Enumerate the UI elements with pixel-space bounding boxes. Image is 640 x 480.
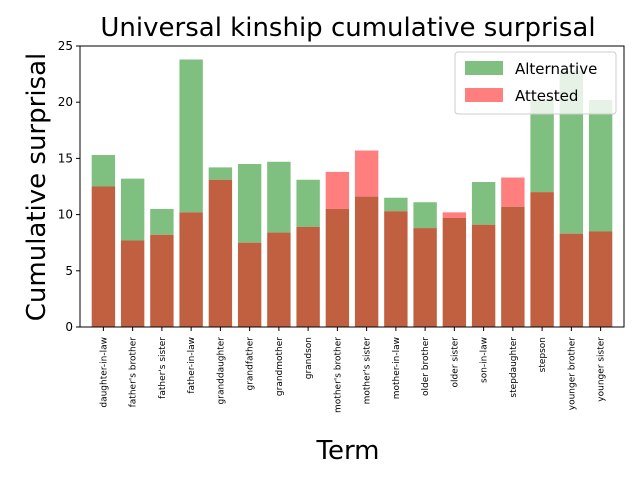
bar-overlap-grandmother (267, 232, 291, 327)
x-axis: daughter-in-law father's brother father's … (99, 327, 607, 413)
bar-alternative-grandfather (237, 164, 262, 243)
legend-swatch-alternative (465, 61, 503, 75)
x-tick-label: mother-in-law (392, 337, 402, 399)
y-tick-label: 20 (58, 95, 73, 109)
bar-overlap-father-s-brother (120, 240, 145, 327)
bar-alternative-older-brother (413, 202, 437, 229)
bar-alternative-father-s-brother (120, 178, 145, 241)
x-tick-label: father's sister (158, 337, 168, 399)
bar-alternative-mother-in-law (384, 197, 408, 212)
x-axis-label: Term (315, 436, 379, 466)
bar-attested-stepdaughter (501, 177, 525, 207)
x-tick-label: stepdaughter (509, 337, 519, 398)
bar-overlap-father-in-law (179, 212, 203, 327)
x-tick-label: grandmother (275, 337, 285, 396)
x-tick-label: mother's sister (363, 337, 373, 405)
bar-attested-mother-s-brother (325, 171, 350, 209)
x-tick-label: father-in-law (187, 337, 197, 394)
legend-swatch-attested (465, 88, 503, 102)
x-tick-label: grandfather (246, 337, 256, 391)
bar-overlap-mother-s-brother (325, 208, 350, 327)
bar-alternative-younger-sister (588, 99, 613, 232)
bar-overlap-stepson (530, 192, 554, 327)
bar-alternative-grandmother (267, 161, 291, 233)
y-tick-label: 0 (65, 320, 73, 334)
legend-label-attested: Attested (515, 87, 578, 105)
y-axis-label: Cumulative surprisal (22, 53, 52, 322)
bar-alternative-father-s-sister (150, 208, 174, 235)
y-tick-label: 15 (58, 151, 73, 165)
bar-alternative-daughter-in-law (91, 155, 116, 187)
x-tick-label: stepson (538, 337, 548, 372)
y-tick-label: 5 (65, 264, 73, 278)
x-tick-label: younger brother (567, 337, 577, 411)
x-tick-label: older sister (450, 337, 460, 388)
x-tick-label: granddaughter (216, 337, 226, 405)
bar-overlap-younger-sister (588, 231, 613, 327)
x-tick-label: daughter-in-law (99, 337, 109, 408)
x-tick-label: son-in-law (480, 337, 490, 383)
bar-overlap-granddaughter (208, 179, 233, 327)
bar-alternative-son-in-law (471, 182, 496, 225)
plot-frame (79, 45, 625, 328)
bar-overlap-older-brother (413, 228, 437, 327)
bar-overlap-mother-s-sister (354, 196, 379, 327)
bar-attested-older-sister (442, 212, 467, 218)
chart-title: Universal kinship cumulative surprisal (100, 13, 595, 43)
legend-label-alternative: Alternative (515, 60, 597, 78)
x-tick-label: mother's brother (333, 337, 343, 413)
bar-overlap-grandfather (237, 242, 262, 327)
bar-alternative-granddaughter (208, 167, 233, 180)
bar-overlap-older-sister (442, 217, 467, 327)
bar-overlap-mother-in-law (384, 211, 408, 327)
bar-alternative-stepson (530, 99, 554, 193)
bar-alternative-father-in-law (179, 59, 203, 213)
y-tick-label: 10 (58, 208, 73, 222)
bar-alternative-grandson (296, 179, 320, 227)
bar-attested-mother-s-sister (354, 150, 379, 197)
y-tick-label: 25 (58, 39, 73, 53)
x-tick-label: father's brother (129, 337, 139, 408)
bar-overlap-grandson (296, 226, 320, 327)
bars-group (91, 59, 613, 327)
x-tick-label: older brother (421, 337, 431, 396)
bar-overlap-father-s-sister (150, 234, 174, 327)
bar-overlap-younger-brother (559, 233, 584, 327)
bar-overlap-son-in-law (471, 224, 496, 327)
bar-overlap-stepdaughter (501, 206, 525, 327)
y-axis: 0 5 10 15 20 25 (58, 39, 80, 334)
x-tick-label: grandson (304, 337, 314, 379)
bar-overlap-daughter-in-law (91, 186, 116, 327)
legend: Alternative Attested (454, 51, 617, 115)
x-tick-label: younger sister (597, 337, 607, 402)
